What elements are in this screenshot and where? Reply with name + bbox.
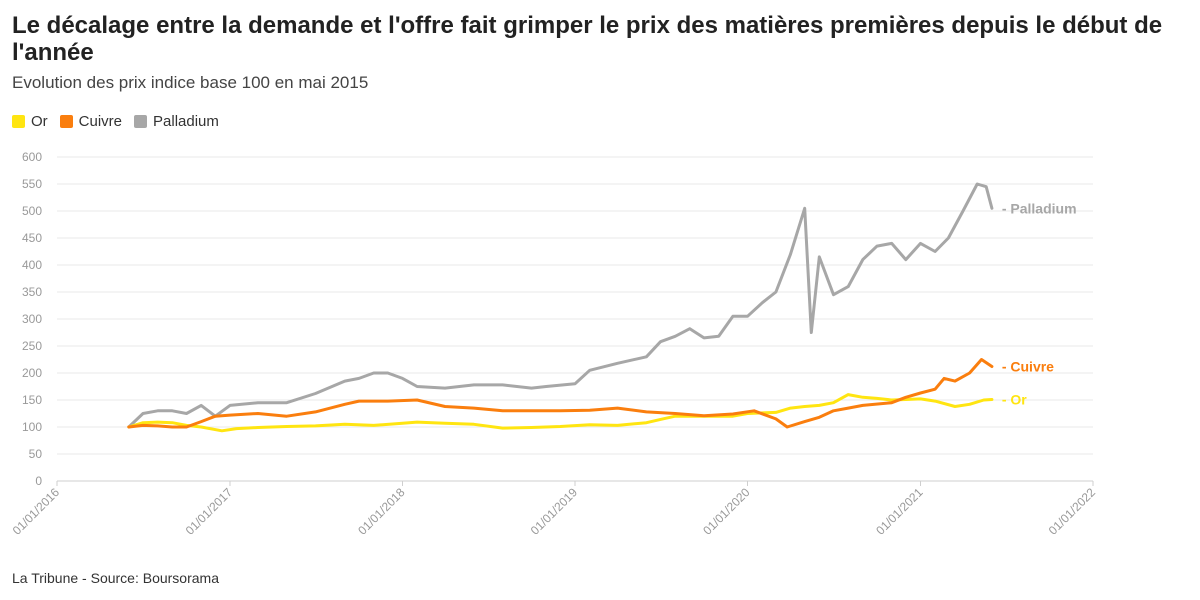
y-tick-label: 0: [35, 474, 42, 488]
legend-label-or: Or: [31, 113, 48, 130]
x-tick-label: 01/01/2021: [873, 485, 926, 538]
chart-legend: Or Cuivre Palladium: [12, 113, 219, 130]
legend-label-cuivre: Cuivre: [78, 113, 123, 130]
end-label-palladium: - Palladium: [1002, 200, 1077, 216]
y-tick-label: 100: [22, 420, 42, 434]
legend-swatch-palladium: [134, 115, 148, 128]
series-line-or: [127, 393, 994, 433]
legend-item-palladium[interactable]: Palladium: [134, 113, 219, 130]
series-line-cuivre: [127, 358, 994, 429]
y-tick-label: 600: [22, 150, 42, 164]
series-line-palladium: [127, 182, 994, 429]
page-subtitle: Evolution des prix indice base 100 en ma…: [12, 73, 369, 92]
source-credit: La Tribune - Source: Boursorama: [12, 570, 219, 586]
y-tick-label: 500: [22, 204, 42, 218]
legend-swatch-cuivre: [59, 115, 73, 128]
legend-item-or[interactable]: Or: [12, 113, 48, 130]
x-tick-label: 01/01/2018: [355, 485, 408, 538]
y-tick-label: 450: [22, 231, 42, 245]
x-tick-label: 01/01/2019: [528, 485, 581, 538]
y-tick-label: 50: [29, 447, 43, 461]
legend-item-cuivre[interactable]: Cuivre: [59, 113, 123, 130]
page-title: Le décalage entre la demande et l'offre …: [12, 12, 1163, 66]
y-tick-label: 150: [22, 393, 42, 407]
y-tick-label: 550: [22, 177, 42, 191]
x-tick-label: 01/01/2022: [1046, 485, 1099, 538]
y-tick-label: 200: [22, 366, 42, 380]
y-tick-label: 350: [22, 285, 42, 299]
end-label-cuivre: - Cuivre: [1002, 359, 1054, 375]
y-tick-label: 300: [22, 312, 42, 326]
x-tick-label: 01/01/2017: [183, 485, 236, 538]
y-tick-label: 250: [22, 339, 42, 353]
legend-label-palladium: Palladium: [153, 113, 219, 130]
end-label-or: - Or: [1002, 391, 1027, 407]
y-tick-label: 400: [22, 258, 42, 272]
x-tick-label: 01/01/2016: [10, 485, 63, 538]
legend-swatch-or: [12, 115, 25, 128]
x-tick-label: 01/01/2020: [700, 485, 753, 538]
